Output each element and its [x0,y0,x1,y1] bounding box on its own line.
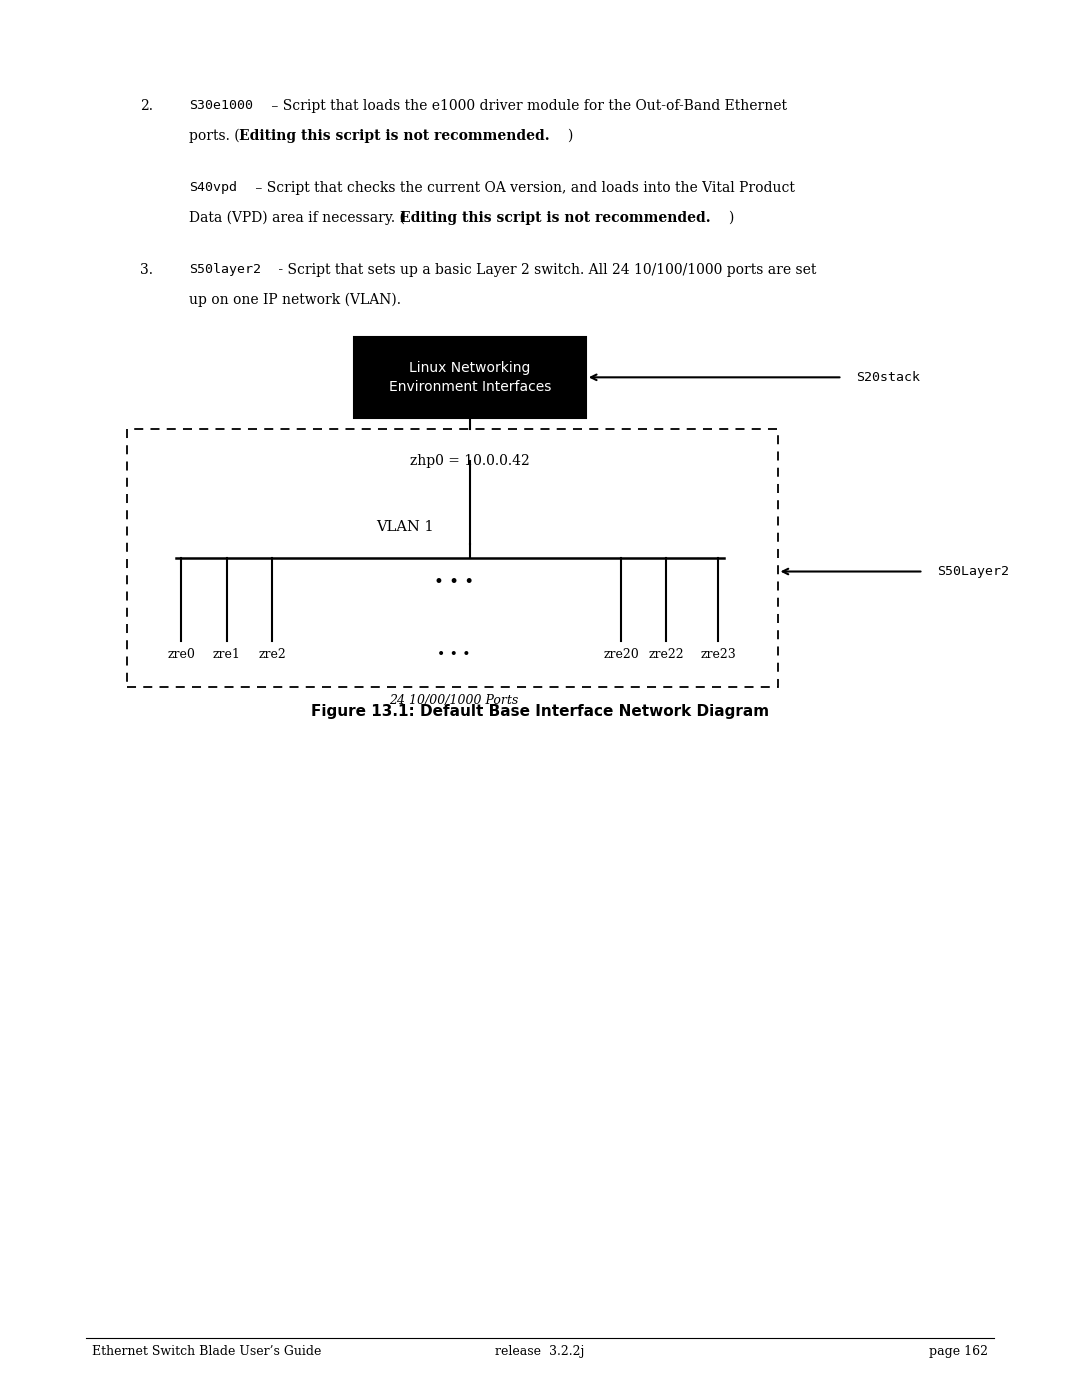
Text: S50layer2: S50layer2 [189,264,261,277]
Text: ports. (: ports. ( [189,129,240,142]
Text: Figure 13.1: Default Base Interface Network Diagram: Figure 13.1: Default Base Interface Netw… [311,704,769,719]
Text: S30e1000: S30e1000 [189,99,253,112]
Text: zre23: zre23 [700,648,737,661]
Text: S40vpd: S40vpd [189,182,237,194]
Text: zre1: zre1 [213,648,241,661]
Text: Editing this script is not recommended.: Editing this script is not recommended. [239,129,550,142]
Text: zre0: zre0 [167,648,195,661]
Text: – Script that loads the e1000 driver module for the Out-of-Band Ethernet: – Script that loads the e1000 driver mod… [267,99,786,113]
Text: ): ) [567,129,572,142]
Text: – Script that checks the current OA version, and loads into the Vital Product: – Script that checks the current OA vers… [251,182,795,196]
Text: zre22: zre22 [649,648,684,661]
Text: • • •: • • • [436,648,471,662]
Text: Linux Networking
Environment Interfaces: Linux Networking Environment Interfaces [389,360,551,394]
Bar [354,337,585,418]
Text: • • •: • • • [433,574,474,591]
Text: S50Layer2: S50Layer2 [937,564,1010,578]
Text: VLAN 1: VLAN 1 [376,520,434,534]
Text: up on one IP network (VLAN).: up on one IP network (VLAN). [189,293,401,307]
Text: 24 10/00/1000 Ports: 24 10/00/1000 Ports [389,694,518,707]
Text: 2.: 2. [140,99,153,113]
Text: S20stack: S20stack [856,370,920,384]
Text: 3.: 3. [140,264,153,278]
Text: zhp0 = 10.0.0.42: zhp0 = 10.0.0.42 [410,454,529,468]
Text: Editing this script is not recommended.: Editing this script is not recommended. [400,211,711,225]
Text: zre2: zre2 [258,648,286,661]
Text: release  3.2.2j: release 3.2.2j [496,1345,584,1358]
Text: Data (VPD) area if necessary. (: Data (VPD) area if necessary. ( [189,211,405,225]
Text: zre20: zre20 [603,648,639,661]
Text: page 162: page 162 [929,1345,988,1358]
Bar [127,429,778,687]
Text: ): ) [728,211,733,225]
Text: Ethernet Switch Blade User’s Guide: Ethernet Switch Blade User’s Guide [92,1345,321,1358]
Text: - Script that sets up a basic Layer 2 switch. All 24 10/100/1000 ports are set: - Script that sets up a basic Layer 2 sw… [274,264,816,278]
